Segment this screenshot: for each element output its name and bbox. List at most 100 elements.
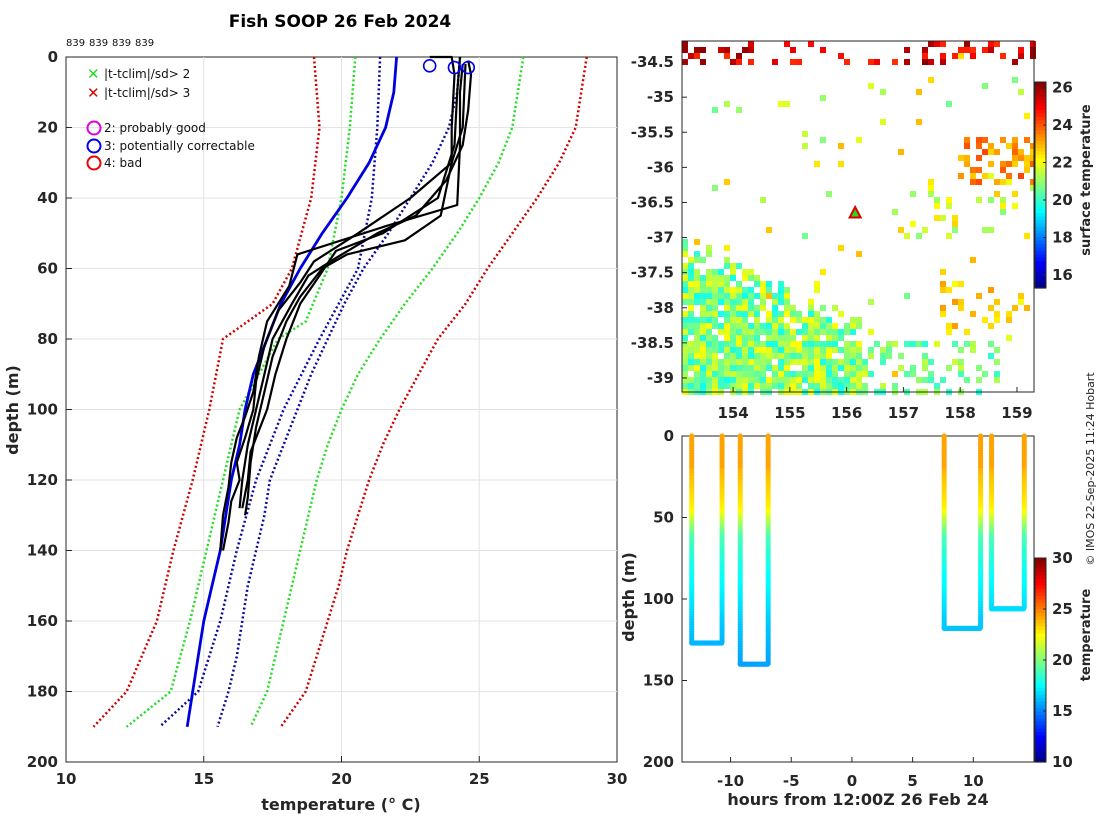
sst-cell [742, 275, 748, 281]
id-label: 839 [112, 38, 131, 49]
sst-cell [892, 59, 898, 65]
sst-cell [766, 365, 772, 371]
sst-cell [772, 59, 778, 65]
sst-cell [742, 311, 748, 317]
sst-cell [1012, 77, 1018, 83]
colorbar-segment [1035, 222, 1046, 227]
sst-cell [844, 359, 850, 365]
sst-cell [844, 377, 850, 383]
sst-cell [922, 47, 928, 53]
x-tick-label: 15 [193, 770, 214, 788]
sst-cell [688, 53, 694, 59]
sst-cell [802, 329, 808, 335]
colorbar-segment [1035, 741, 1046, 746]
colorbar-segment [1035, 605, 1046, 610]
sst-cell [820, 341, 826, 347]
sst-cell [814, 347, 820, 353]
sst-cell [784, 293, 790, 299]
sst-cell [730, 347, 736, 353]
sst-colorbar-label: surface temperature [1079, 104, 1094, 256]
sst-cell [694, 353, 700, 359]
sst-cell [694, 239, 700, 245]
sst-cell [1018, 299, 1024, 305]
sst-cell [694, 383, 700, 389]
colorbar-segment [1035, 92, 1046, 97]
temperature-colorbar-label: temperature [1079, 589, 1094, 682]
sst-cell [700, 353, 706, 359]
sst-cell [790, 305, 796, 311]
sst-cell [802, 317, 808, 323]
sst-cell [754, 281, 760, 287]
sst-cell [778, 293, 784, 299]
sst-cell [940, 269, 946, 275]
sst-cell [958, 365, 964, 371]
sst-cell [1024, 155, 1030, 161]
sst-cell [1018, 53, 1024, 59]
sst-cell [976, 365, 982, 371]
sst-cell [904, 293, 910, 299]
sst-cell [796, 353, 802, 359]
sst-cell [730, 353, 736, 359]
sst-cell [772, 371, 778, 377]
sst-cell [748, 59, 754, 65]
sst-cell [1030, 47, 1036, 53]
sst-cell [994, 377, 1000, 383]
sst-cell [904, 371, 910, 377]
sst-cell [1000, 203, 1006, 209]
sst-cell [838, 377, 844, 383]
colorbar-segment [1035, 174, 1046, 179]
sst-cell [826, 383, 832, 389]
sst-cell [742, 347, 748, 353]
cast-profile-line [238, 60, 473, 509]
sst-cell [940, 305, 946, 311]
sst-cell [826, 359, 832, 365]
climatology-sd-line [92, 56, 321, 728]
lon-tick-label: 157 [888, 404, 919, 422]
sst-cell [790, 359, 796, 365]
colorbar-segment [1035, 626, 1046, 630]
colorbar-segment [1035, 612, 1046, 617]
sst-cell [790, 47, 796, 53]
colorbar-segment [1035, 123, 1046, 128]
sst-cell [694, 317, 700, 323]
sst-cell [796, 311, 802, 317]
legend-label: |t-tclim|/sd> 3 [104, 86, 190, 100]
sst-cell [748, 293, 754, 299]
sst-cell [964, 329, 970, 335]
sst-cell [844, 347, 850, 353]
sst-cell [1012, 137, 1018, 143]
sst-cell [730, 359, 736, 365]
sst-cell [760, 377, 766, 383]
y-tick-label: 100 [27, 401, 58, 419]
sst-cell [1000, 197, 1006, 203]
sst-cell [784, 377, 790, 383]
sst-cell [1024, 305, 1030, 311]
y-tick-label: 80 [37, 330, 58, 348]
sst-cell [904, 233, 910, 239]
sst-cell [790, 311, 796, 317]
sst-cell [682, 341, 688, 347]
lat-tick-label: -39 [647, 369, 674, 387]
sst-cell [844, 365, 850, 371]
sst-cell [742, 293, 748, 299]
depth-tick-label: 50 [653, 509, 674, 527]
sst-cell [748, 371, 754, 377]
sst-cell [700, 257, 706, 263]
sst-cell [844, 59, 850, 65]
sst-cell [682, 353, 688, 359]
colorbar-segment [1035, 164, 1046, 169]
sst-cell [874, 59, 880, 65]
sst-cell [748, 311, 754, 317]
profile-ticks: 10 15 20 25 30 0 20 40 60 80 100 120 140 160 180 200 [27, 48, 628, 788]
sst-cell [952, 53, 958, 59]
sst-cell [880, 353, 886, 359]
sst-cell [742, 341, 748, 347]
sst-cell [778, 287, 784, 293]
sst-cell [910, 341, 916, 347]
sst-cell [982, 83, 988, 89]
sst-cell [850, 371, 856, 377]
sst-cell [958, 173, 964, 179]
sst-cell [868, 59, 874, 65]
sst-cell [916, 119, 922, 125]
sst-cell [760, 293, 766, 299]
